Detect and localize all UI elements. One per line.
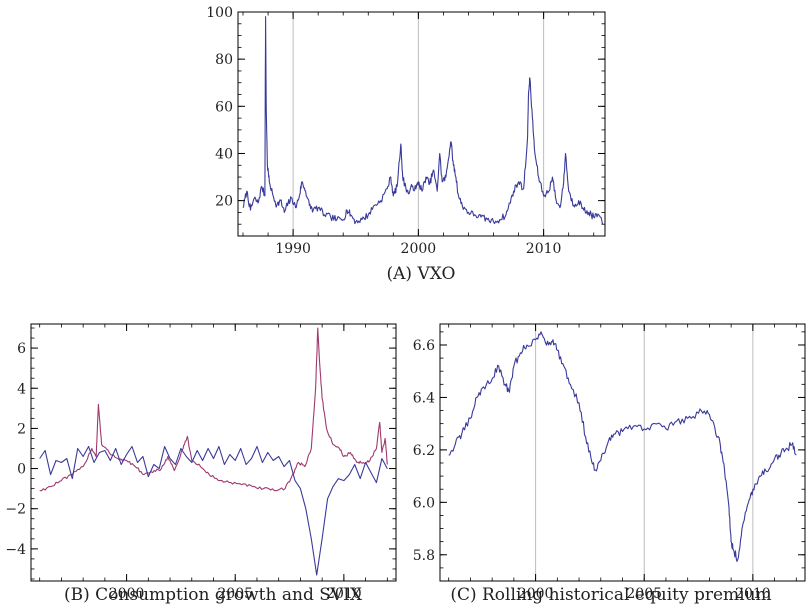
series-layer <box>39 327 388 576</box>
series-line-1 <box>39 327 388 492</box>
axes-ticks: 2000 2005 2010 5.8 6.0 6.2 6.4 6.6 <box>413 324 805 602</box>
y-tick-label: 4 <box>17 381 26 397</box>
series-line-2 <box>39 445 388 576</box>
series-line-1 <box>448 331 797 562</box>
y-tick-label: 5.8 <box>413 548 435 564</box>
axes-ticks: 2000 2005 2010 −4 −2 0 2 4 6 <box>5 324 396 602</box>
x-tick-label: 2010 <box>735 586 771 602</box>
panel-vxo: 1990 2000 2010 20 40 60 80 100 (A) VXO <box>206 5 606 284</box>
y-tick-label: 6.2 <box>413 443 435 459</box>
caption-consumption-svix: (B) Consumption growth and SVIX <box>64 585 363 605</box>
gridlines <box>292 12 545 236</box>
x-tick-label: 2010 <box>526 241 562 257</box>
x-tick-label: 2010 <box>326 586 362 602</box>
x-tick-label: 2005 <box>626 586 662 602</box>
y-tick-label: 40 <box>215 146 233 162</box>
x-tick-label: 2000 <box>109 586 145 602</box>
y-tick-label: 6.6 <box>413 338 435 354</box>
series-layer <box>242 16 604 225</box>
x-tick-label: 2000 <box>518 586 554 602</box>
y-tick-label: 6.0 <box>413 495 435 511</box>
y-tick-label: 2 <box>17 421 26 437</box>
y-tick-label: 6 <box>17 341 26 357</box>
y-tick-label: −2 <box>5 502 26 518</box>
series-line-1 <box>242 16 604 225</box>
caption-vxo: (A) VXO <box>387 264 456 284</box>
x-tick-label: 2000 <box>401 241 437 257</box>
y-tick-label: 80 <box>215 52 233 68</box>
series-layer <box>448 331 797 562</box>
plot-frame <box>237 11 606 237</box>
gridlines <box>535 324 754 581</box>
x-tick-label: 2005 <box>217 586 253 602</box>
panel-consumption-svix: 2000 2005 2010 −4 −2 0 2 4 6 (B) Consumption gro… <box>5 323 397 605</box>
x-tick-label: 1990 <box>275 241 311 257</box>
y-tick-label: 6.4 <box>413 390 435 406</box>
y-tick-label: 20 <box>215 194 233 210</box>
plot-frame <box>439 323 806 582</box>
axes-ticks: 1990 2000 2010 20 40 60 80 100 <box>206 5 605 257</box>
y-tick-label: 100 <box>206 5 233 21</box>
panel-equity-premium: 2000 2005 2010 5.8 6.0 6.2 6.4 6.6 (C) Rolling … <box>413 323 806 605</box>
y-tick-label: 60 <box>215 99 233 115</box>
y-tick-label: −4 <box>5 542 26 558</box>
y-tick-label: 0 <box>17 462 26 478</box>
caption-equity-premium: (C) Rolling historical equity premium <box>450 585 771 605</box>
